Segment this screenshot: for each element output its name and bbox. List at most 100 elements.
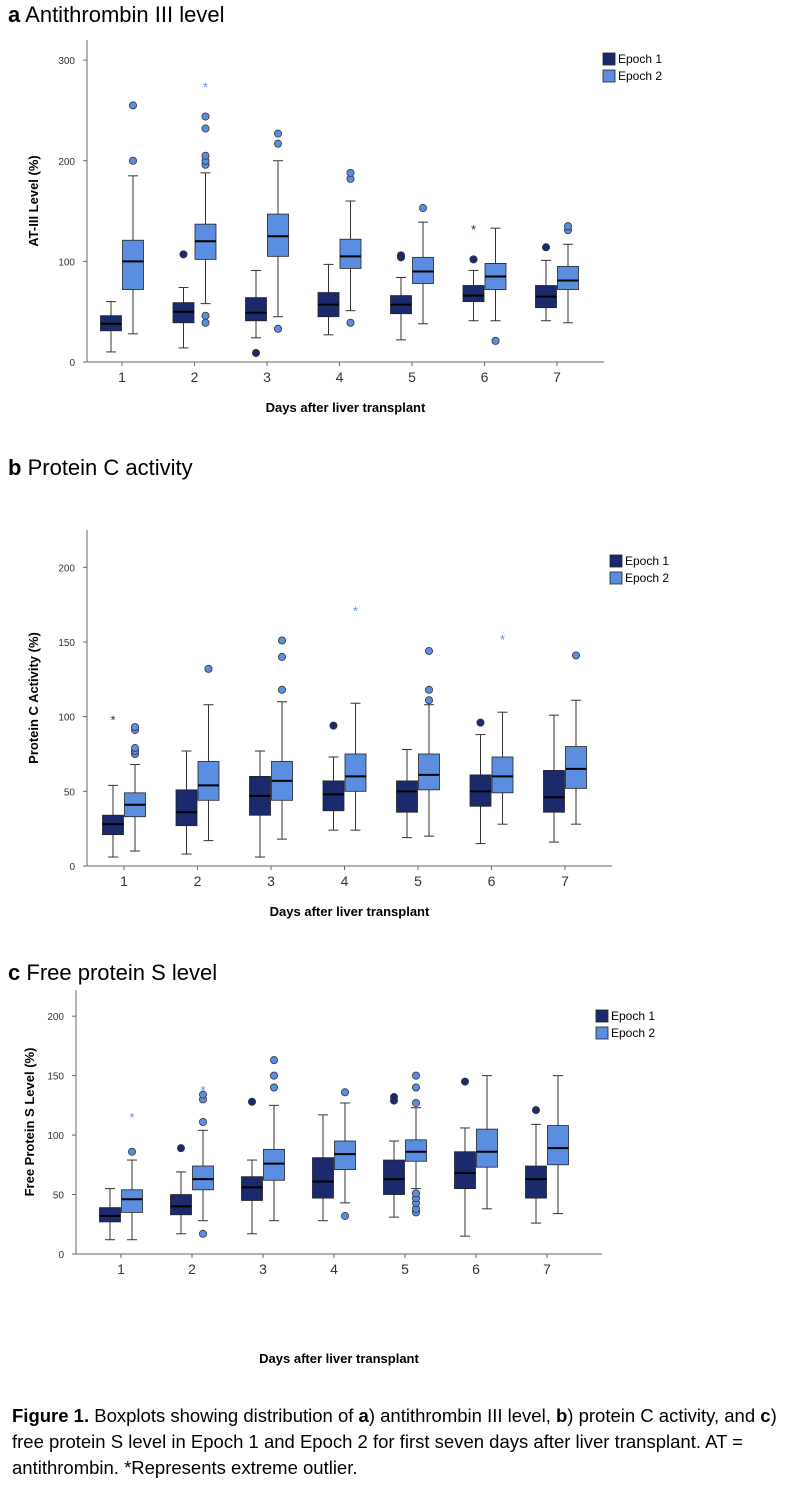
y-tick-label: 50 [53,1191,65,1202]
iqr-box [241,1176,263,1201]
outlier-point [411,1071,420,1080]
y-tick-label: 0 [69,358,75,369]
x-tick-label: 3 [263,369,271,385]
iqr-box [565,746,587,789]
iqr-box [344,753,367,792]
y-tick-label: 150 [47,1072,64,1083]
box-2-day-7 [565,651,587,825]
outlier-point [247,1097,256,1106]
iqr-box [99,1207,121,1223]
box-1-day-7 [525,1106,547,1224]
outlier-point [269,1056,278,1065]
x-tick-label: 2 [191,369,199,385]
outlier-point [389,1093,398,1102]
panel-b-letter: b [8,455,22,480]
outlier-point [269,1071,278,1080]
box-2-day-6 [476,1075,498,1210]
outlier-point [469,255,478,264]
box-2-day-3 [271,636,293,840]
box-1-day-3 [245,269,267,357]
protein-c-chart: 0 50 100 150 200 1 2 3 4 5 6 7 Days after liver tran… [26,530,669,919]
panel-a-title: a Antithrombin III level [8,2,224,28]
x-tick-label: 6 [481,369,489,385]
box-1-day-3 [241,1097,263,1235]
antithrombin-chart: 0 100 200 300 1 2 3 4 5 6 7 Days after liver transp… [26,40,662,415]
y-tick-label: 50 [64,787,76,798]
y-axis-label: Protein C Activity (%) [26,632,41,764]
box-1-day-7 [535,243,557,322]
outlier-point [277,636,286,645]
panel-c-title: c Free protein S level [8,960,217,986]
iqr-box [245,297,267,322]
outlier-point [179,250,188,259]
box-2-day-2 [197,664,220,842]
x-tick-label: 3 [267,873,275,889]
outlier-point [251,348,260,357]
panel-b-title: b Protein C activity [8,455,193,481]
box-2-day-5 [405,1071,427,1217]
iqr-box [322,780,345,812]
iqr-box [263,1148,285,1181]
iqr-box [405,1139,427,1162]
outlier-point [346,318,355,327]
caption-letter-a: a [358,1405,369,1426]
outlier-point [418,204,427,213]
caption-letter-c: c [760,1405,771,1426]
outlier-point [273,139,282,148]
box-2-day-1 [124,723,146,852]
x-tick-label: 2 [194,873,202,889]
outlier-point [411,1083,420,1092]
caption-text-4: ) free protein S level in Epoch 1 and Ep… [12,1405,777,1478]
caption-figure-label: Figure 1. [12,1405,90,1426]
iqr-box [121,1189,143,1213]
box-2-day-3 [263,1056,285,1222]
extreme-outlier-point: * [203,79,208,94]
box-2-day-7 [557,222,579,324]
outlier-point [277,652,286,661]
iqr-box [175,789,198,827]
box-2-day-2: * [192,1083,214,1238]
box-1-day-1 [99,1188,121,1241]
outlier-point [198,1090,207,1099]
legend-label: Epoch 2 [611,1026,655,1040]
box-1-day-6: * [462,222,485,322]
y-tick-label: 0 [69,862,75,873]
box-1-day-2 [170,1144,192,1235]
box-1-day-4 [312,1114,334,1222]
x-tick-label: 7 [543,1261,551,1277]
x-tick-label: 3 [259,1261,267,1277]
y-tick-label: 100 [58,257,75,268]
iqr-box [334,1140,356,1170]
iqr-box [557,266,579,290]
iqr-box [491,756,514,794]
box-1-day-5 [396,749,418,839]
iqr-box [267,213,289,257]
panel-c-letter: c [8,960,21,985]
outlier-point [198,1118,207,1127]
box-2-day-5 [412,204,434,325]
box-1-day-6 [469,718,492,845]
protein-s-chart: 0 50 100 150 200 1 2 3 4 5 6 7 Days after liver tran… [22,990,655,1366]
box-2-day-3 [267,129,289,333]
iqr-box [412,256,434,284]
x-tick-label: 6 [488,873,496,889]
y-tick-label: 100 [47,1131,64,1142]
outlier-point [127,1147,136,1156]
box-1-day-5 [383,1093,405,1218]
outlier-point [176,1144,185,1153]
outlier-point [277,685,286,694]
outlier-point [346,168,355,177]
box-2-day-2: * [194,79,217,327]
caption-text-1: Boxplots showing distribution of [89,1405,359,1426]
y-tick-label: 300 [58,56,75,67]
y-tick-label: 0 [58,1250,64,1261]
box-2-day-6 [484,227,507,345]
x-tick-label: 2 [188,1261,196,1277]
x-tick-label: 1 [120,873,128,889]
extreme-outlier-point: * [129,1110,134,1125]
x-axis-label: Days after liver transplant [266,400,426,415]
x-tick-label: 4 [341,873,349,889]
legend-label: Epoch 2 [618,69,662,83]
caption-letter-b: b [555,1405,568,1426]
legend-swatch [609,554,623,568]
